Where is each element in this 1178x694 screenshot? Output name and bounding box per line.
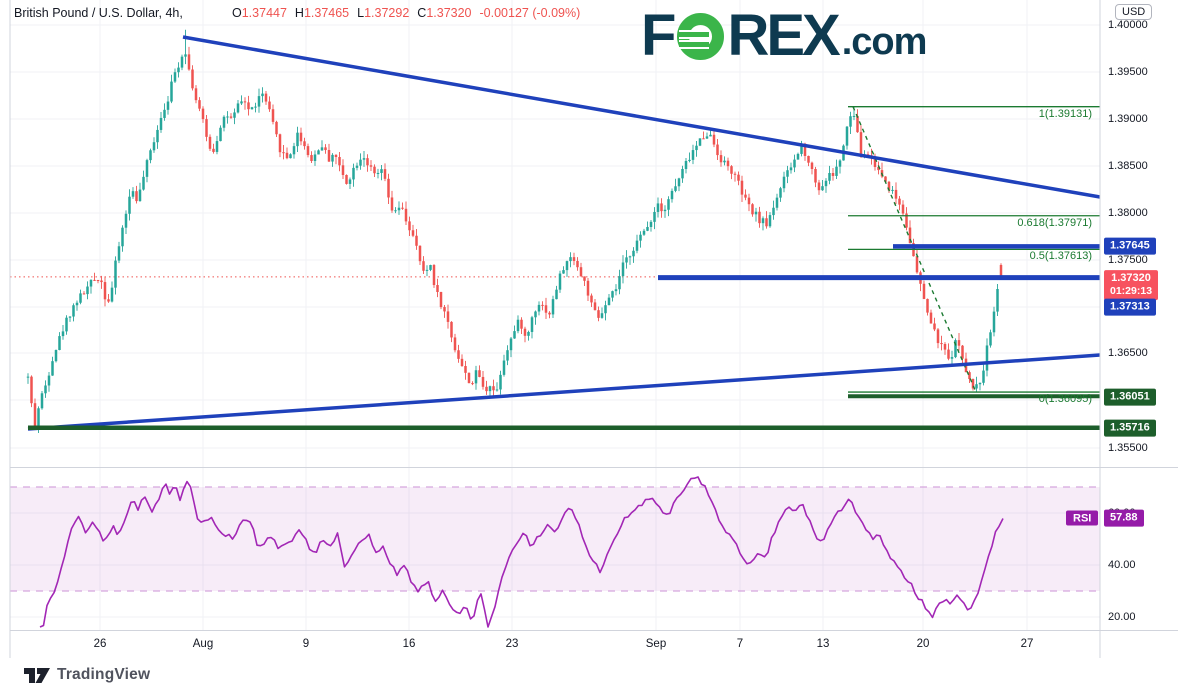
rsi-line bbox=[39, 476, 1004, 628]
countdown-timer: 01:29:13 bbox=[1110, 285, 1153, 298]
symbol-title[interactable]: British Pound / U.S. Dollar, 4h, bbox=[14, 6, 183, 20]
time-tick-label: 27 bbox=[1020, 638, 1034, 650]
low-label: L bbox=[357, 6, 365, 20]
ohlc-readout: O1.37447 H1.37465 L1.37292 C1.37320 -0.00127… bbox=[232, 6, 580, 20]
close-value: 1.37320 bbox=[426, 6, 472, 20]
rsi-indicator-badge: RSI bbox=[1066, 510, 1099, 526]
time-tick-label: Sep bbox=[645, 638, 667, 650]
rsi-value-badge: 57.88 bbox=[1104, 509, 1144, 527]
time-tick-label: 16 bbox=[402, 638, 416, 650]
rsi-tick-label: 20.00 bbox=[1108, 611, 1136, 623]
fib-level-label: 0(1.36095) bbox=[1038, 393, 1092, 406]
tradingview-brand-text: TradingView bbox=[57, 666, 151, 683]
tradingview-logo-link[interactable]: TradingView bbox=[24, 666, 150, 684]
open-value: 1.37447 bbox=[241, 6, 287, 20]
price-tick-label: 1.39000 bbox=[1108, 113, 1148, 125]
time-tick-label: 7 bbox=[736, 638, 744, 650]
price-badge: 1.36051 bbox=[1104, 388, 1156, 406]
price-badge: 1.35716 bbox=[1104, 419, 1156, 437]
forex-com-logo: F REX .com bbox=[641, 3, 928, 68]
forex-logo-com: .com bbox=[841, 21, 928, 63]
forex-logo-rex: REX bbox=[727, 3, 840, 68]
price-badge: 1.37645 bbox=[1104, 237, 1156, 255]
price-tick-label: 1.37500 bbox=[1108, 254, 1148, 266]
forex-logo-f: F bbox=[641, 3, 676, 68]
forex-logo-o-icon bbox=[677, 13, 725, 60]
low-value: 1.37292 bbox=[364, 6, 410, 20]
price-tick-label: 1.36500 bbox=[1108, 347, 1148, 359]
high-label: H bbox=[294, 6, 304, 20]
time-tick-label: 23 bbox=[505, 638, 519, 650]
price-badge: 1.37320 01:29:13 bbox=[1104, 270, 1159, 300]
fib-level-label: 1(1.39131) bbox=[1038, 107, 1092, 120]
time-tick-label: 20 bbox=[916, 638, 930, 650]
time-tick-label: Aug bbox=[192, 638, 214, 650]
price-tick-label: 1.38500 bbox=[1108, 160, 1148, 172]
price-tick-label: 1.35500 bbox=[1108, 442, 1148, 454]
close-label: C bbox=[417, 6, 427, 20]
currency-chip: USD bbox=[1115, 4, 1153, 20]
rsi-tick-label: 40.00 bbox=[1108, 559, 1136, 571]
time-tick-label: 13 bbox=[816, 638, 830, 650]
high-value: 1.37465 bbox=[303, 6, 350, 20]
price-badge: 1.37313 bbox=[1104, 298, 1156, 316]
fib-level-label: 0.618(1.37971) bbox=[1017, 216, 1092, 229]
ascending-support bbox=[27, 353, 1101, 431]
price-tick-label: 1.39500 bbox=[1108, 66, 1148, 78]
tradingview-mark-icon bbox=[24, 667, 50, 683]
time-tick-label: 26 bbox=[93, 638, 107, 650]
descending-resistance bbox=[182, 35, 1101, 199]
price-tick-label: 1.40000 bbox=[1108, 19, 1148, 31]
fib-level-label: 0.5(1.37613) bbox=[1029, 250, 1092, 263]
price-tick-label: 1.38000 bbox=[1108, 207, 1148, 219]
open-label: O bbox=[232, 6, 242, 20]
change-value: -0.00127 (-0.09%) bbox=[479, 6, 581, 20]
time-tick-label: 9 bbox=[302, 638, 310, 650]
